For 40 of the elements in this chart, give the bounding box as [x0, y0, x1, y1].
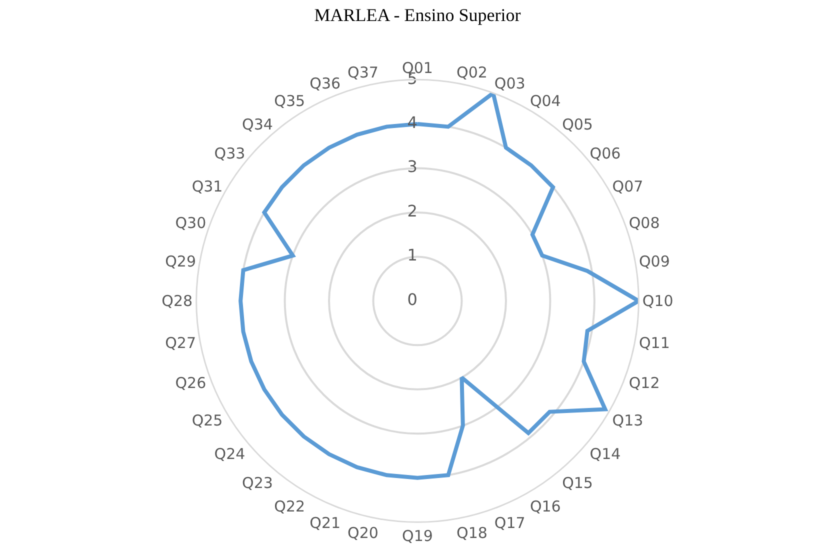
spoke-label: Q13	[612, 411, 644, 430]
spoke-label: Q14	[590, 445, 621, 464]
spoke-label: Q27	[165, 334, 196, 352]
y-tick-label: 3	[407, 157, 418, 176]
spoke-label: Q12	[628, 374, 660, 392]
spoke-label: Q15	[562, 474, 593, 492]
chart-title: MARLEA - Ensino Superior	[314, 4, 521, 25]
spoke-label: Q30	[175, 214, 206, 232]
spoke-label: Q29	[165, 252, 196, 271]
spoke-label: Q26	[175, 374, 206, 392]
spoke-label: Q34	[242, 116, 273, 134]
spoke-label: Q06	[590, 144, 621, 162]
spoke-label: Q33	[214, 144, 246, 162]
spoke-label: Q20	[348, 524, 378, 542]
spoke-label: Q25	[192, 411, 223, 430]
spoke-label: Q31	[192, 178, 223, 196]
spoke-label: Q11	[639, 334, 670, 352]
spoke-label: Q03	[494, 74, 526, 93]
y-tick-label: 1	[407, 246, 418, 265]
spoke-label: Q28	[162, 292, 193, 310]
spoke-label: Q08	[628, 214, 660, 232]
spoke-label: Q16	[530, 497, 561, 516]
spoke-label: Q35	[274, 92, 306, 110]
spoke-label: Q07	[612, 178, 644, 196]
spoke-label: Q24	[214, 445, 246, 464]
spoke-label: Q23	[242, 474, 273, 492]
y-tick-label: 2	[407, 201, 418, 220]
spoke-label: Q09	[639, 252, 670, 271]
spoke-label: Q17	[494, 514, 526, 532]
spoke-label: Q04	[530, 92, 561, 110]
spoke-label: Q22	[274, 497, 306, 516]
spoke-label: Q02	[456, 63, 488, 82]
spoke-label: Q05	[562, 116, 593, 134]
spoke-label: Q18	[456, 524, 488, 542]
spoke-label: Q37	[348, 63, 378, 82]
spoke-label: Q36	[310, 74, 341, 93]
spoke-label: Q10	[642, 292, 674, 310]
spoke-label: Q21	[310, 514, 341, 532]
y-tick-label: 0	[407, 290, 418, 309]
spoke-label: Q19	[402, 526, 433, 545]
